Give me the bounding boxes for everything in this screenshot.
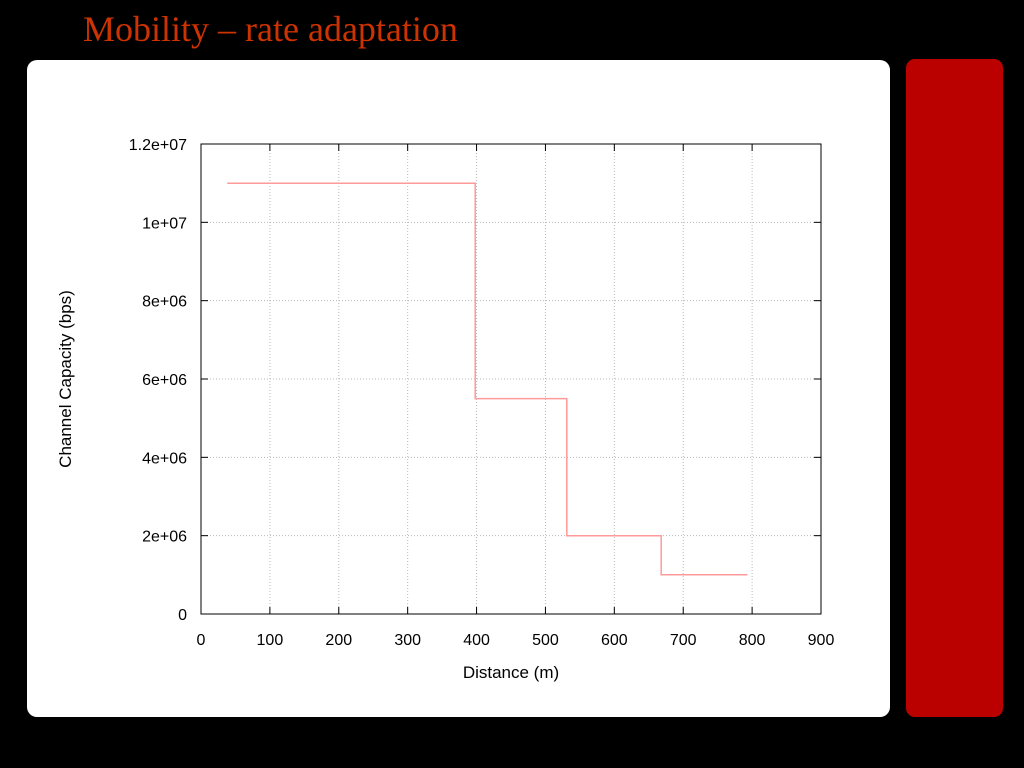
y-tick-label: 4e+06 — [142, 450, 187, 467]
chart-panel: 0 100 200 300 400 500 600 700 800 900 0 2e+06 4e+06… — [27, 60, 890, 717]
y-tick-label: 1.2e+07 — [129, 137, 187, 154]
x-axis-label: Distance (m) — [463, 663, 559, 682]
x-tick-label: 500 — [532, 632, 559, 649]
x-tick-label: 200 — [325, 632, 352, 649]
x-tick-label: 100 — [257, 632, 284, 649]
y-tick-label: 6e+06 — [142, 372, 187, 389]
channel-capacity-chart: 0 100 200 300 400 500 600 700 800 900 0 2e+06 4e+06… — [56, 137, 835, 682]
capacity-step-line — [227, 182, 748, 576]
y-tick-label: 0 — [178, 607, 187, 624]
x-tick-label: 700 — [670, 632, 697, 649]
x-tick-label: 600 — [601, 632, 628, 649]
x-tick-label: 900 — [808, 632, 835, 649]
plot-frame — [200, 143, 822, 615]
x-tick-label: 800 — [739, 632, 766, 649]
y-tick-label: 1e+07 — [142, 215, 187, 232]
grid — [201, 144, 821, 614]
tick-marks — [200, 143, 822, 615]
x-tick-label: 400 — [463, 632, 490, 649]
slide-title: Mobility – rate adaptation — [83, 9, 458, 49]
x-tick-label: 300 — [394, 632, 421, 649]
side-accent-bar — [906, 59, 1003, 717]
y-axis-label: Channel Capacity (bps) — [56, 290, 75, 468]
x-tick-label: 0 — [197, 632, 206, 649]
y-tick-label: 8e+06 — [142, 294, 187, 311]
y-tick-labels: 0 2e+06 4e+06 6e+06 8e+06 1e+07 1.2e+07 — [129, 137, 187, 624]
series-layer — [227, 182, 748, 576]
x-tick-labels: 0 100 200 300 400 500 600 700 800 900 — [197, 632, 835, 649]
y-tick-label: 2e+06 — [142, 529, 187, 546]
